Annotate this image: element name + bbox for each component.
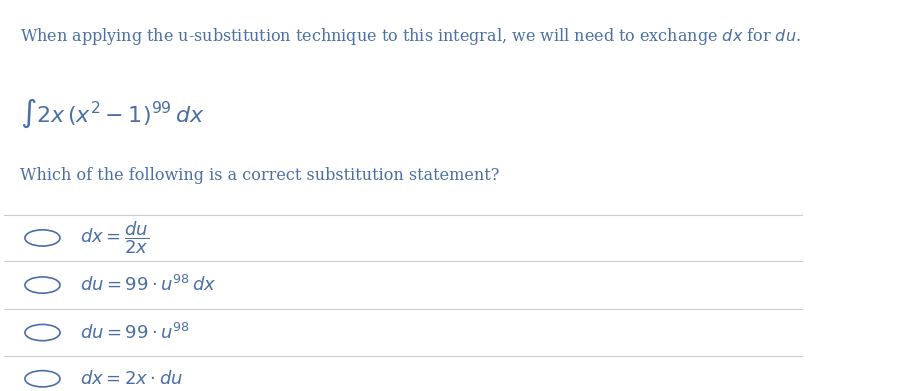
Text: $du = 99 \cdot u^{98}$: $du = 99 \cdot u^{98}$ (80, 323, 190, 343)
Text: $dx = 2x \cdot du$: $dx = 2x \cdot du$ (80, 370, 183, 388)
Text: Which of the following is a correct substitution statement?: Which of the following is a correct subs… (20, 167, 500, 184)
Text: $du = 99 \cdot u^{98}\, dx$: $du = 99 \cdot u^{98}\, dx$ (80, 275, 216, 295)
Text: When applying the u-substitution technique to this integral, we will need to exc: When applying the u-substitution techniq… (20, 26, 801, 47)
Text: $\int 2x\,(x^2 - 1)^{99}\,dx$: $\int 2x\,(x^2 - 1)^{99}\,dx$ (20, 97, 205, 130)
Text: $dx = \dfrac{du}{2x}$: $dx = \dfrac{du}{2x}$ (80, 220, 149, 256)
